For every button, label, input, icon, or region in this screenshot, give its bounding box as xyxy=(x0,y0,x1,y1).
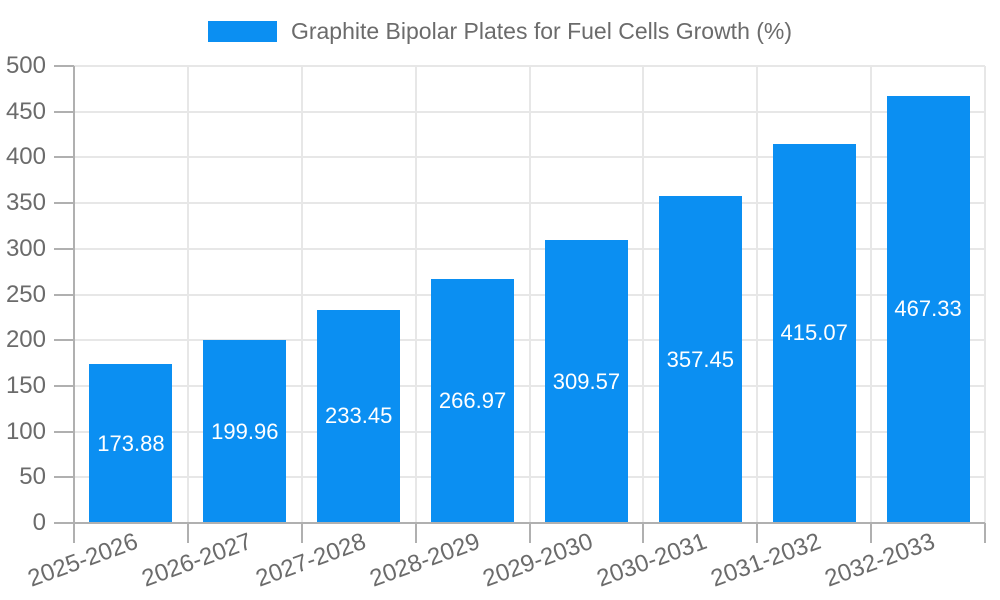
chart-legend: Graphite Bipolar Plates for Fuel Cells G… xyxy=(0,18,1000,45)
y-axis-tick-label: 450 xyxy=(5,97,46,125)
gridline-vertical xyxy=(984,66,986,523)
gridline-vertical xyxy=(186,66,189,523)
bar-value-label: 309.57 xyxy=(552,368,621,394)
gridline-vertical xyxy=(642,66,645,523)
gridline-vertical xyxy=(528,66,531,523)
bar-value-label: 467.33 xyxy=(894,296,962,322)
bar-value-label: 357.45 xyxy=(666,346,734,372)
x-axis-tick xyxy=(414,523,417,543)
y-axis-tick-label: 0 xyxy=(32,509,46,536)
gridline-vertical xyxy=(414,66,417,523)
y-axis-tick xyxy=(54,110,74,113)
bar-2026-2027[interactable]: 199.96 xyxy=(203,340,287,523)
bar-2025-2026[interactable]: 173.88 xyxy=(89,364,173,523)
y-axis-tick-label: 500 xyxy=(5,52,46,79)
y-axis-tick xyxy=(54,384,74,387)
bar-2030-2031[interactable]: 357.45 xyxy=(658,196,742,523)
x-axis-tick xyxy=(984,523,986,543)
bar-value-label: 199.96 xyxy=(211,418,279,444)
bar-value-label: 233.45 xyxy=(325,403,393,429)
bar-2032-2033[interactable]: 467.33 xyxy=(886,95,970,523)
gridline-vertical xyxy=(300,66,303,523)
y-axis-tick xyxy=(54,202,74,205)
bar-2028-2029[interactable]: 266.97 xyxy=(431,278,515,523)
x-axis-tick xyxy=(756,523,759,543)
bar-2029-2030[interactable]: 309.57 xyxy=(544,240,628,523)
x-axis-tick xyxy=(186,523,189,543)
x-axis-tick xyxy=(528,523,531,543)
y-axis-tick xyxy=(54,476,74,479)
y-axis-tick-label: 200 xyxy=(5,326,46,354)
x-axis-tick xyxy=(642,523,645,543)
legend-swatch xyxy=(207,21,277,42)
x-axis-tick xyxy=(870,523,873,543)
bar-value-label: 415.07 xyxy=(780,320,848,346)
y-axis-line xyxy=(73,66,75,543)
gridline-vertical xyxy=(756,66,759,523)
x-axis-tick xyxy=(300,523,303,543)
y-axis-tick xyxy=(54,65,74,67)
y-axis-tick-label: 150 xyxy=(5,371,46,399)
bar-value-label: 173.88 xyxy=(97,430,165,456)
bar-value-label: 266.97 xyxy=(438,387,507,413)
y-axis-tick-label: 250 xyxy=(5,280,46,308)
y-axis-tick xyxy=(54,247,74,250)
y-axis-tick xyxy=(54,156,74,159)
bar-2027-2028[interactable]: 233.45 xyxy=(317,309,401,523)
y-axis-tick xyxy=(54,339,74,342)
y-axis-tick-label: 400 xyxy=(5,143,46,171)
gridline-vertical xyxy=(870,66,873,523)
x-axis-line xyxy=(54,522,985,524)
bar-2031-2032[interactable]: 415.07 xyxy=(772,143,856,523)
y-axis-tick xyxy=(54,293,74,296)
legend-item[interactable]: Graphite Bipolar Plates for Fuel Cells G… xyxy=(207,18,793,45)
y-axis-tick-label: 100 xyxy=(5,417,46,445)
y-axis-tick-label: 50 xyxy=(19,463,46,491)
chart-title: Graphite Bipolar Plates for Fuel Cells G… xyxy=(290,18,793,44)
y-axis-tick-label: 300 xyxy=(5,234,46,262)
y-axis-tick-label: 350 xyxy=(5,189,46,217)
y-axis-tick xyxy=(54,430,74,433)
